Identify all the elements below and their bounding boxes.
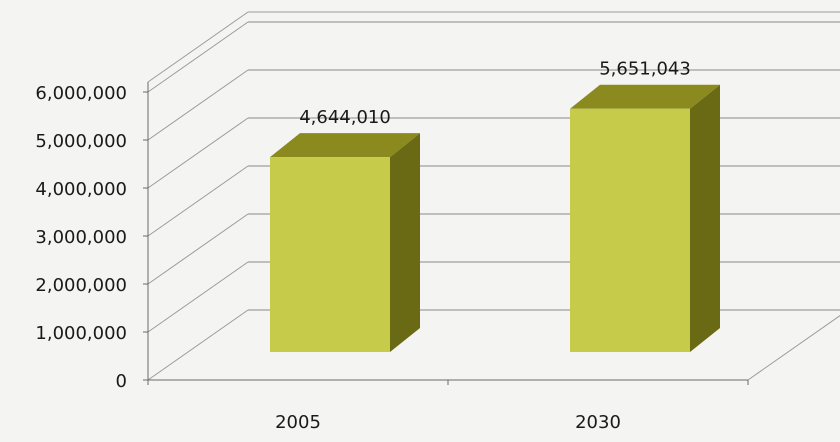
y-tick-label: 1,000,000	[35, 323, 127, 344]
y-tick-label: 6,000,000	[35, 83, 127, 104]
gridline-side	[147, 309, 249, 381]
y-tick-label: 0	[116, 371, 127, 392]
y-tick-label: 4,000,000	[35, 179, 127, 200]
gridline-side	[147, 117, 249, 189]
bar	[570, 108, 690, 352]
data-label: 4,644,010	[299, 107, 391, 128]
y-tick-label: 5,000,000	[35, 131, 127, 152]
bar-top	[270, 133, 420, 158]
bar-side	[390, 133, 420, 352]
gridline-side	[147, 69, 249, 141]
gridline-side	[147, 213, 249, 285]
gridline-side	[147, 21, 249, 93]
gridline-side	[147, 261, 249, 333]
data-label: 5,651,043	[599, 59, 691, 80]
bars-layer	[270, 84, 720, 352]
axes-layer: 0 1,000,000 2,000,000 3,000,000 4,000,000 5,0…	[35, 82, 749, 392]
bar-2005	[270, 133, 420, 352]
labels-layer: 4,644,010 5,651,043 2005 2030	[275, 59, 691, 433]
bar	[270, 157, 390, 352]
x-tick-label: 2005	[275, 412, 321, 433]
grid-layer	[147, 11, 840, 381]
bar-top	[570, 84, 720, 109]
bar-side	[690, 84, 720, 352]
x-tick-label: 2030	[575, 412, 621, 433]
gridline-side	[147, 165, 249, 237]
y-tick-label: 3,000,000	[35, 227, 127, 248]
gridline-side-top	[147, 11, 249, 83]
floor-edge-right	[747, 314, 840, 381]
bar-2030	[570, 84, 720, 352]
y-tick-label: 2,000,000	[35, 275, 127, 296]
